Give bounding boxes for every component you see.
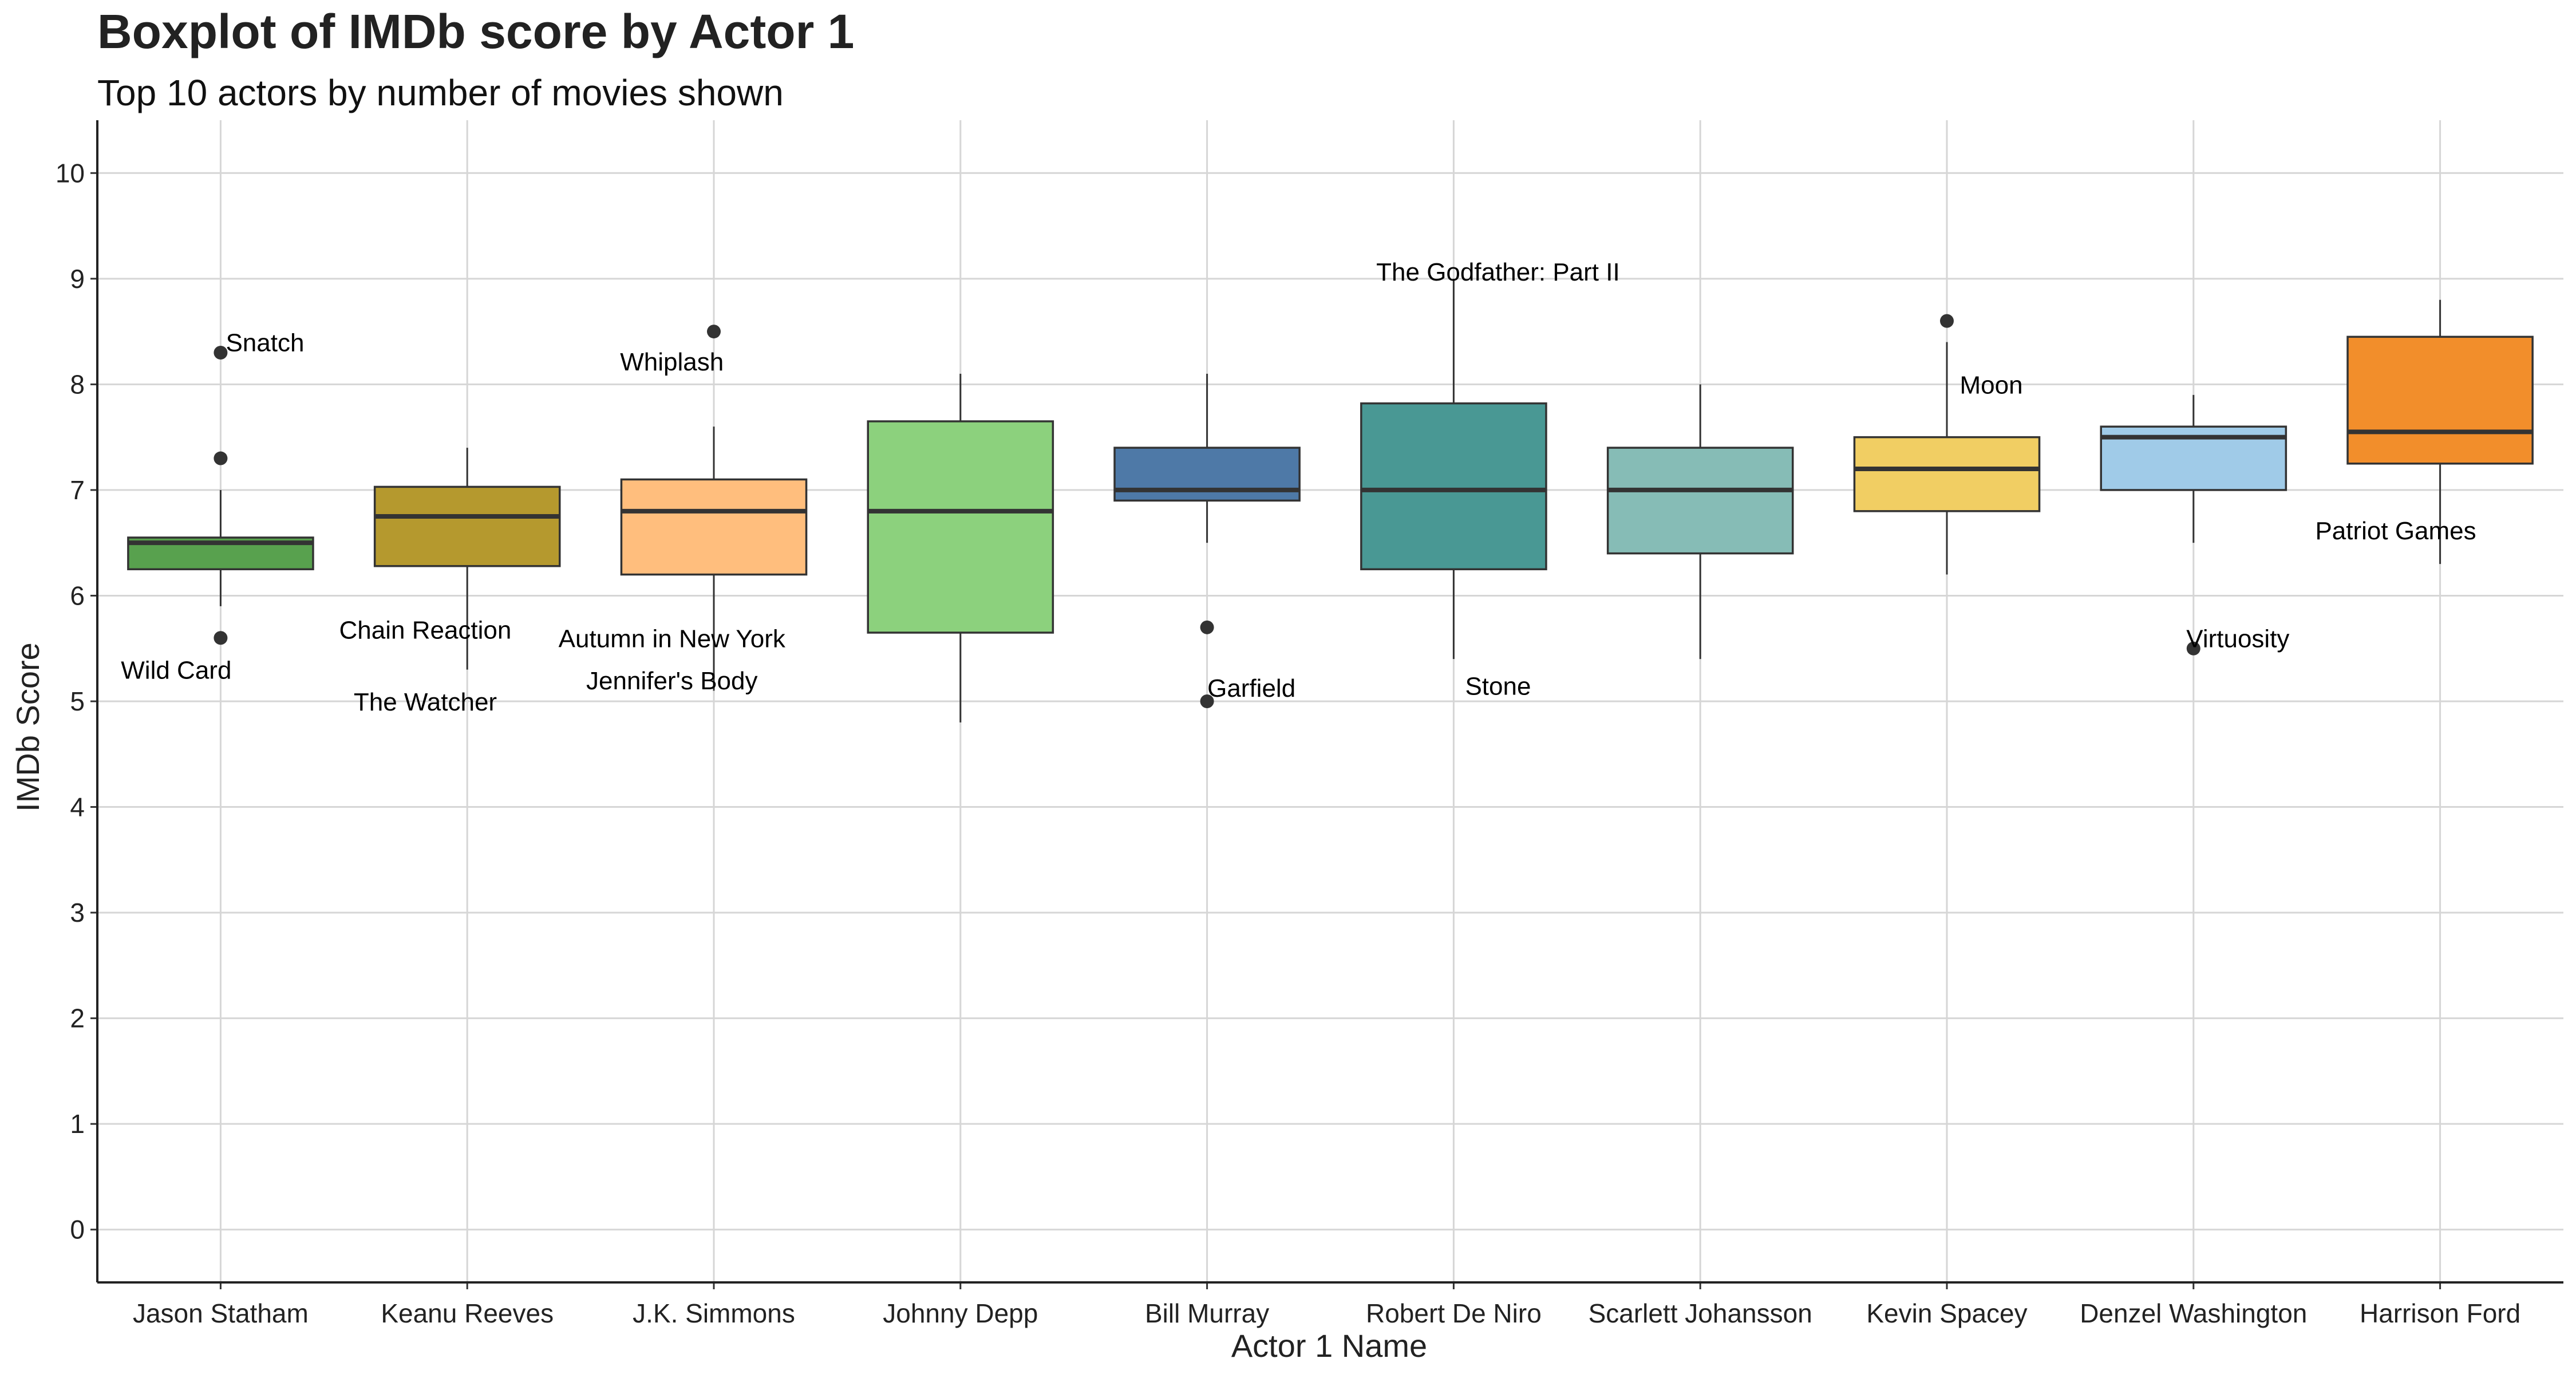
box-harrison-ford: [2346, 299, 2534, 564]
box-rect: [1606, 447, 1794, 555]
outlier-label: Moon: [1960, 371, 2023, 399]
box-keanu-reeves: [373, 448, 561, 670]
box-jason-statham: [127, 346, 314, 645]
outlier-label: The Godfather: Part II: [1376, 258, 1620, 286]
outlier-label: The Watcher: [354, 688, 497, 716]
x-tick-label: Robert De Niro: [1366, 1298, 1542, 1328]
box-rect: [1853, 436, 2041, 512]
box-bill-murray: [1113, 373, 1301, 708]
y-tick-label: 1: [70, 1109, 85, 1139]
y-tick-label: 4: [70, 792, 85, 822]
box-j-k-simmons: [620, 325, 808, 691]
box-kevin-spacey: [1853, 314, 2041, 575]
outlier-label: Garfield: [1207, 674, 1295, 702]
x-axis-title: Actor 1 Name: [1231, 1328, 1427, 1364]
outlier-point: [1200, 620, 1214, 634]
x-tick-label: Kevin Spacey: [1866, 1298, 2027, 1328]
outlier-point: [1940, 314, 1954, 328]
box-rect: [867, 420, 1054, 634]
outlier-label: Autumn in New York: [559, 625, 786, 653]
axes: 0 1 2 3 4 5 6 7 8 9 10 Jason Statham Keanu Reeves J.K…: [56, 120, 2563, 1328]
x-tick-label: Jason Statham: [133, 1298, 309, 1328]
box-rect: [1113, 447, 1301, 502]
x-tick-label: Keanu Reeves: [381, 1298, 554, 1328]
outlier-label: Wild Card: [121, 657, 231, 685]
outlier-label: Whiplash: [620, 348, 724, 376]
outlier-label: Chain Reaction: [339, 617, 512, 645]
box-layer: [127, 278, 2534, 722]
x-tick-label: Bill Murray: [1145, 1298, 1269, 1328]
box-scarlett-johansson: [1606, 384, 1794, 660]
y-tick-label: 9: [70, 264, 85, 294]
outlier-point: [214, 451, 228, 465]
y-tick-label: 5: [70, 686, 85, 716]
box-rect: [373, 485, 561, 567]
y-tick-label: 2: [70, 1004, 85, 1033]
y-tick-label: 6: [70, 581, 85, 610]
box-denzel-washington: [2100, 394, 2287, 656]
x-tick-label: Scarlett Johansson: [1589, 1298, 1812, 1328]
box-rect: [2346, 335, 2534, 465]
box-rect: [1360, 402, 1547, 571]
grid-lines: [97, 120, 2563, 1282]
y-tick-label: 0: [70, 1215, 85, 1245]
box-robert-de-niro: [1360, 278, 1547, 660]
box-rect: [620, 478, 808, 576]
x-tick-label: Harrison Ford: [2360, 1298, 2520, 1328]
x-tick-label: Johnny Depp: [883, 1298, 1038, 1328]
outlier-label: Stone: [1465, 672, 1531, 700]
outlier-point: [707, 325, 721, 339]
outlier-point: [214, 346, 228, 360]
outlier-point: [1200, 694, 1214, 708]
y-tick-label: 3: [70, 898, 85, 927]
y-tick-label: 8: [70, 369, 85, 399]
x-tick-label: J.K. Simmons: [633, 1298, 795, 1328]
outlier-label: Patriot Games: [2315, 517, 2476, 545]
outlier-label: Virtuosity: [2186, 625, 2289, 653]
outlier-point: [2186, 641, 2200, 656]
y-tick-label: 10: [56, 158, 85, 188]
annotation-layer: Snatch Wild Card Chain Reaction The Watcher…: [121, 258, 2476, 716]
y-axis-title: IMDb Score: [10, 642, 46, 812]
outlier-label: Jennifer's Body: [586, 667, 757, 695]
outlier-label: Snatch: [226, 329, 304, 357]
chart-subtitle: Top 10 actors by number of movies shown: [97, 72, 784, 113]
box-johnny-depp: [867, 373, 1054, 722]
y-tick-label: 7: [70, 475, 85, 505]
x-tick-label: Denzel Washington: [2080, 1298, 2307, 1328]
chart-title: Boxplot of IMDb score by Actor 1: [97, 5, 854, 58]
outlier-point: [214, 631, 228, 645]
